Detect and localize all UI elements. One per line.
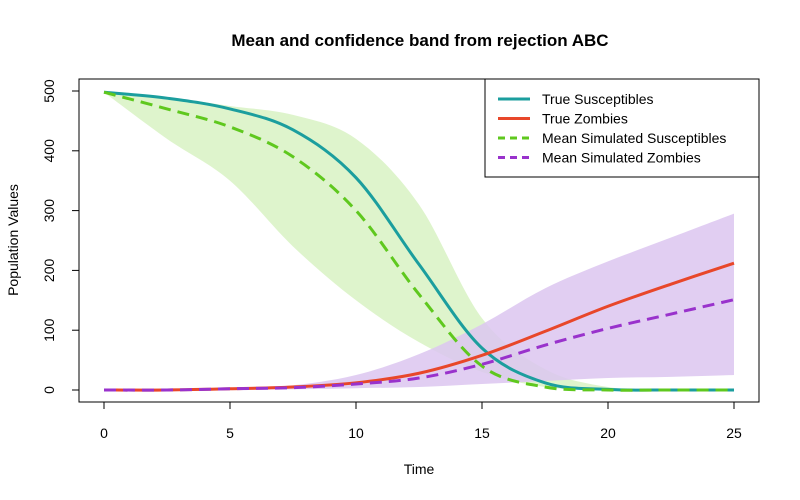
y-axis: 0 100 200 300 400 500 (41, 79, 80, 394)
chart-title: Mean and confidence band from rejection … (231, 31, 608, 50)
y-tick-label: 400 (41, 139, 57, 163)
x-tick-label: 15 (474, 425, 490, 441)
legend: True Susceptibles True Zombies Mean Simula… (484, 78, 760, 178)
y-tick-label: 300 (41, 199, 57, 223)
series-lines (103, 90, 735, 392)
x-tick-label: 0 (100, 425, 108, 441)
legend-label-mean-simulated-zombies: Mean Simulated Zombies (542, 150, 701, 166)
y-tick-label: 100 (41, 318, 57, 342)
line-mean-simulated-susceptibles (103, 90, 734, 392)
x-axis: 0 5 10 15 20 25 (100, 401, 742, 441)
band-mean-simulated-zombies (104, 213, 734, 391)
band-mean-simulated-susceptibles (104, 92, 734, 391)
legend-label-true-zombies: True Zombies (542, 111, 628, 127)
line-mean-simulated-zombies (103, 298, 735, 392)
legend-label-mean-simulated-susceptibles: Mean Simulated Susceptibles (542, 130, 726, 146)
x-axis-label: Time (404, 461, 435, 477)
y-tick-label: 200 (41, 259, 57, 283)
x-tick-label: 5 (226, 425, 234, 441)
x-tick-label: 10 (348, 425, 364, 441)
y-tick-label: 500 (41, 79, 57, 103)
x-tick-label: 25 (726, 425, 742, 441)
y-tick-label: 0 (41, 386, 57, 394)
legend-label-true-susceptibles: True Susceptibles (542, 91, 654, 107)
confidence-bands (104, 92, 734, 391)
x-tick-label: 20 (600, 425, 616, 441)
y-axis-label: Population Values (5, 184, 21, 296)
legend-box (484, 78, 760, 178)
